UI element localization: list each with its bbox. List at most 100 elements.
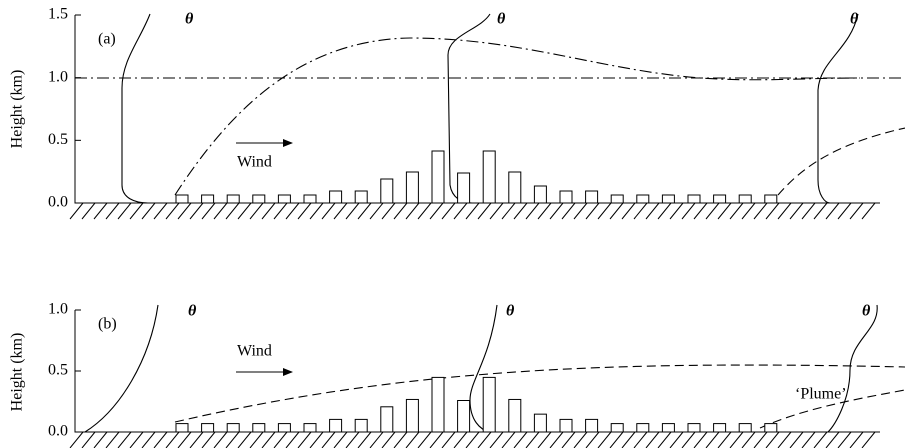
ground-hatch — [358, 432, 371, 448]
building — [458, 401, 470, 433]
y-tick-label: 1.0 — [48, 68, 68, 85]
ground-hatch — [550, 203, 563, 219]
ground-hatch — [274, 203, 287, 219]
ground-hatch — [682, 203, 695, 219]
ground-hatch — [562, 203, 575, 219]
building — [688, 195, 700, 203]
y-tick-label: 0.0 — [48, 194, 68, 211]
ground-hatch — [370, 432, 383, 448]
ground-hatch — [634, 432, 647, 448]
ground-hatch — [430, 432, 443, 448]
y-tick-label: 0.0 — [48, 423, 68, 440]
theta-profile — [818, 14, 858, 203]
building — [278, 424, 290, 432]
ground-hatch — [766, 432, 779, 448]
theta-label: θ — [188, 303, 197, 320]
ground-hatch — [190, 203, 203, 219]
ground-hatch — [610, 432, 623, 448]
ground-hatch — [766, 203, 779, 219]
building — [330, 419, 342, 432]
ground-hatch — [622, 203, 635, 219]
building — [458, 173, 470, 203]
ground-hatch — [442, 203, 455, 219]
building — [202, 424, 214, 432]
ground-hatch — [682, 432, 695, 448]
ground-hatch — [502, 432, 515, 448]
building — [202, 195, 214, 203]
ground-hatch — [742, 432, 755, 448]
ground-hatch — [454, 203, 467, 219]
ground-hatch — [322, 203, 335, 219]
ground-hatch — [358, 203, 371, 219]
axis — [75, 310, 880, 432]
ground-hatch — [658, 432, 671, 448]
ground-hatch — [214, 432, 227, 448]
figure: Wind (a) θ θ θ Height (km) Wind ‘Plume’ … — [0, 0, 905, 448]
building — [483, 151, 495, 203]
ground-hatch — [346, 432, 359, 448]
ground-hatch — [382, 432, 395, 448]
building — [534, 414, 546, 432]
ground-hatch — [406, 203, 419, 219]
ground-hatch — [754, 432, 767, 448]
ground-hatch — [778, 203, 791, 219]
ground-hatch — [646, 432, 659, 448]
ground-hatch — [226, 203, 239, 219]
theta-profile — [828, 305, 877, 432]
panel-label: (a) — [98, 31, 116, 48]
building — [304, 195, 316, 203]
ground-hatch — [730, 203, 743, 219]
ground-hatch — [826, 203, 839, 219]
y-tick-label: 1.0 — [48, 301, 68, 318]
ground-hatch — [178, 203, 191, 219]
building — [637, 424, 649, 432]
ground-hatch — [706, 432, 719, 448]
ground-hatch — [658, 203, 671, 219]
ground-hatch — [514, 432, 527, 448]
ground-hatch — [718, 432, 731, 448]
ground-hatch — [238, 432, 251, 448]
building — [509, 172, 521, 203]
ground-hatch — [730, 432, 743, 448]
ground-hatch — [706, 203, 719, 219]
ground-hatch — [634, 203, 647, 219]
ground-hatch — [418, 432, 431, 448]
building — [432, 151, 444, 203]
building — [739, 195, 751, 203]
ground-hatch — [130, 203, 143, 219]
ground-hatch — [418, 203, 431, 219]
ground-hatch — [670, 432, 683, 448]
ground-hatch — [106, 432, 119, 448]
ground-hatch — [334, 432, 347, 448]
ground-hatch — [178, 432, 191, 448]
ground-hatch — [298, 203, 311, 219]
ground-hatch — [346, 203, 359, 219]
building — [662, 195, 674, 203]
ground-hatch — [202, 432, 215, 448]
ground-hatch — [598, 203, 611, 219]
theta-label: θ — [497, 11, 506, 28]
building — [611, 424, 623, 432]
ground-hatch — [718, 203, 731, 219]
ground-hatch — [262, 432, 275, 448]
ground-hatch — [754, 203, 767, 219]
ground-hatch — [262, 203, 275, 219]
building — [176, 195, 188, 203]
ground-hatch — [814, 432, 827, 448]
boundary-layer-top — [175, 38, 860, 195]
ground-hatch — [838, 432, 851, 448]
building — [432, 377, 444, 432]
ground-hatch — [610, 203, 623, 219]
axis — [75, 15, 880, 203]
theta-label: θ — [506, 303, 515, 320]
y-axis-label: Height (km) — [9, 70, 26, 149]
ground-hatch — [862, 203, 875, 219]
ground-hatch — [586, 203, 599, 219]
ground-hatch — [82, 203, 95, 219]
building — [406, 399, 418, 432]
ground-hatch — [694, 432, 707, 448]
building — [483, 377, 495, 432]
plume-edge — [778, 128, 905, 195]
ground-hatch — [802, 203, 815, 219]
building — [330, 191, 342, 203]
